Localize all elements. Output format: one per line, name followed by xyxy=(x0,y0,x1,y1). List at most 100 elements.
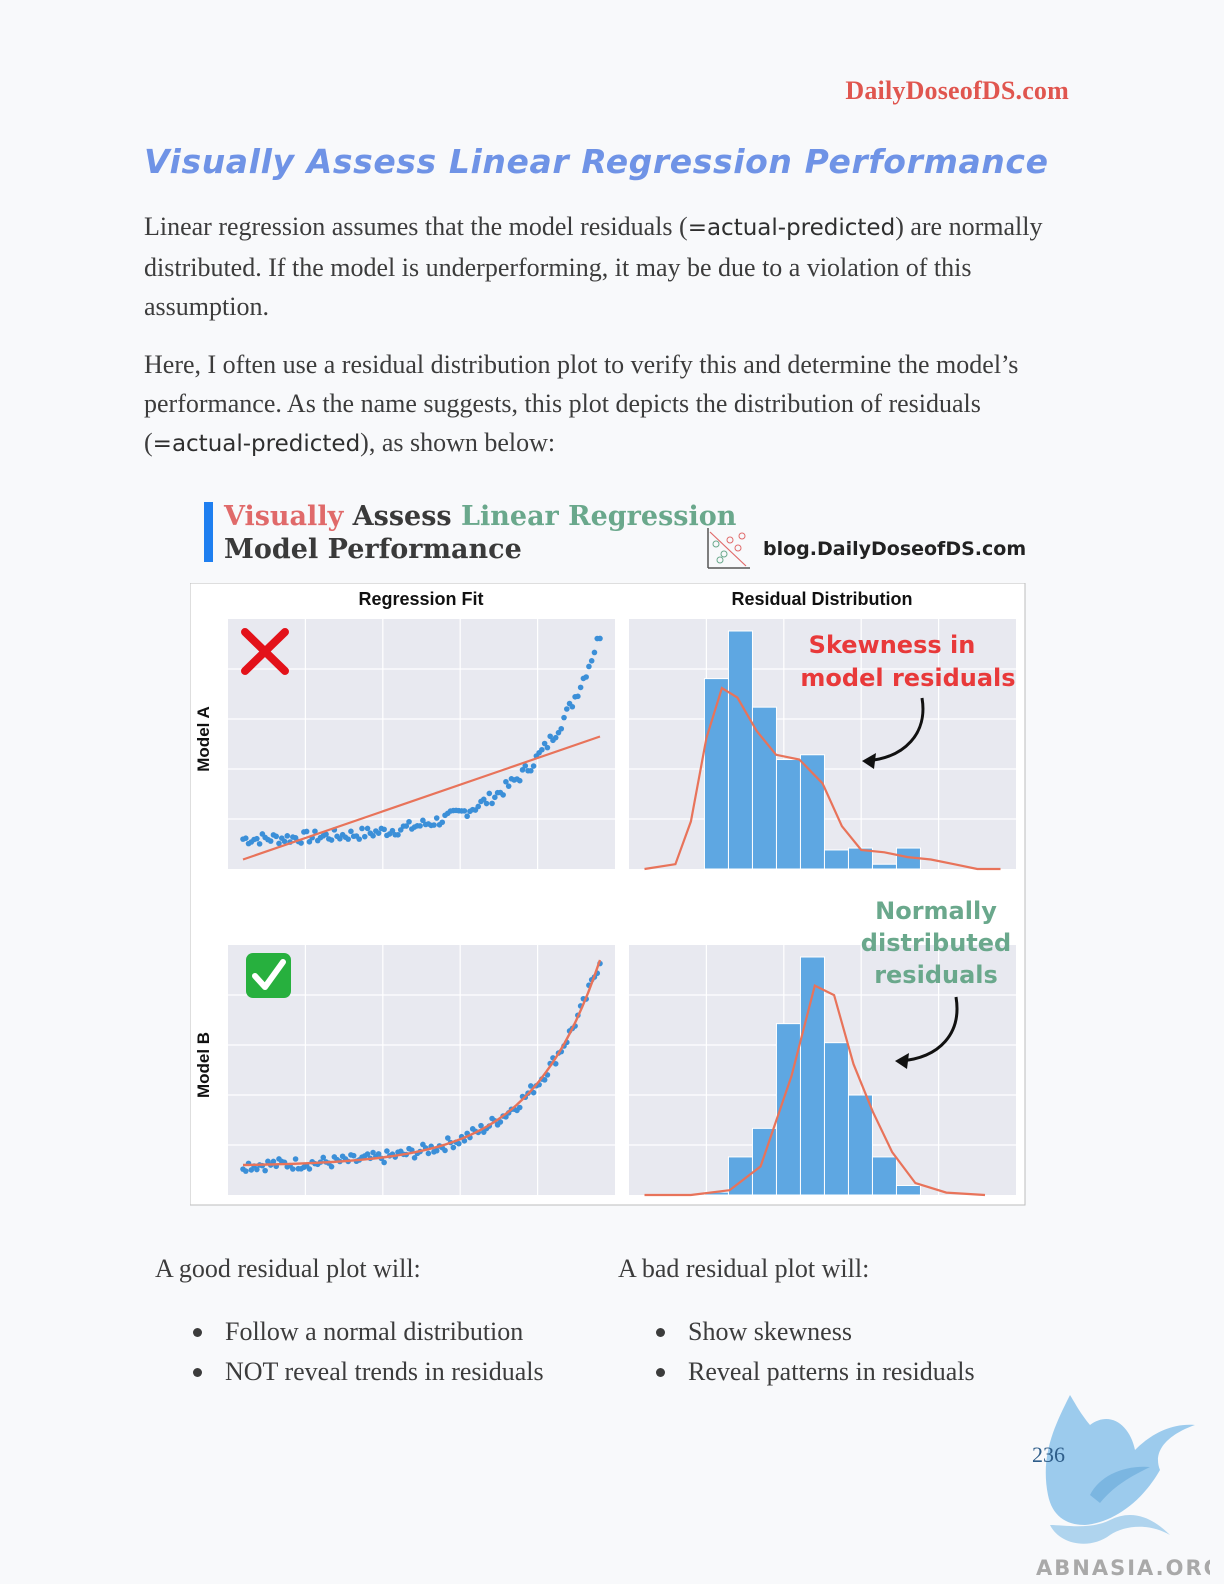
data-point xyxy=(516,1104,523,1111)
data-point xyxy=(420,817,426,824)
data-point xyxy=(273,833,280,840)
col-title-regression: Regression Fit xyxy=(358,589,483,609)
data-point xyxy=(375,1151,382,1157)
histogram-bar xyxy=(871,863,897,870)
data-point xyxy=(337,835,343,842)
data-point xyxy=(298,840,304,846)
check-icon xyxy=(246,953,291,998)
data-point xyxy=(375,830,382,836)
data-point xyxy=(575,693,581,700)
data-point xyxy=(541,740,548,747)
data-point xyxy=(439,819,446,826)
data-point xyxy=(552,1060,559,1067)
inline-code: =actual-predicted xyxy=(687,215,896,241)
data-point xyxy=(480,796,487,803)
data-point xyxy=(497,1119,504,1125)
histogram-bar xyxy=(751,706,777,870)
data-point xyxy=(563,706,570,712)
data-point xyxy=(530,763,537,769)
data-point xyxy=(406,818,412,825)
data-point xyxy=(442,1147,448,1154)
data-point xyxy=(364,825,371,832)
data-point xyxy=(361,833,368,840)
data-point xyxy=(456,1140,462,1147)
list-item: Show skewness xyxy=(652,1312,975,1352)
list-item: Reveal patterns in residuals xyxy=(652,1352,975,1392)
data-point xyxy=(519,767,526,773)
histogram-bar xyxy=(895,1184,921,1196)
title-accent-bar xyxy=(204,502,213,562)
data-point xyxy=(290,1166,296,1172)
intro-paragraph: Linear regression assumes that the model… xyxy=(144,212,1043,321)
annotation-normal-line2: distributed xyxy=(861,929,1011,957)
data-point xyxy=(516,777,523,784)
plot-grid: Regression Fit Residual Distribution Mod… xyxy=(190,583,1026,1206)
data-point xyxy=(577,684,584,691)
data-point xyxy=(320,1154,327,1161)
data-point xyxy=(588,657,595,664)
list-item: Follow a normal distribution xyxy=(189,1312,544,1352)
data-point xyxy=(425,1150,432,1157)
bad-plot-list: Show skewness Reveal patterns in residua… xyxy=(652,1312,975,1392)
data-point xyxy=(254,1166,260,1173)
annotation-skewness-line1: Skewness in xyxy=(809,631,976,659)
data-point xyxy=(370,833,376,839)
data-point xyxy=(597,635,603,642)
histogram-bar xyxy=(751,1127,777,1196)
data-point xyxy=(281,838,288,845)
histogram-bar xyxy=(847,1094,873,1196)
histogram-bar xyxy=(871,1156,897,1196)
data-point xyxy=(528,767,534,774)
page-title: Visually Assess Linear Regression Perfor… xyxy=(144,142,1049,181)
data-point xyxy=(411,1155,418,1161)
residual-figure: Visually Assess Linear Regression Model … xyxy=(190,490,1030,1215)
model-b-residual-panel xyxy=(629,945,1016,1197)
data-point xyxy=(544,744,551,751)
data-point xyxy=(384,1148,390,1154)
data-point xyxy=(389,827,396,834)
panel-background xyxy=(228,619,615,869)
data-point xyxy=(530,1089,537,1096)
histogram-bar xyxy=(823,849,849,870)
annotation-skewness-line2: model residuals xyxy=(800,664,1015,692)
data-point xyxy=(483,800,490,807)
histogram-bar xyxy=(775,759,801,870)
scatter-logo-icon xyxy=(707,528,750,569)
data-point xyxy=(569,703,576,710)
good-plot-list: Follow a normal distribution NOT reveal … xyxy=(189,1312,544,1392)
brand-link[interactable]: DailyDoseofDS.com xyxy=(845,76,1069,105)
histogram-bar xyxy=(823,1042,849,1196)
data-point xyxy=(345,836,351,842)
annotation-normal-line1: Normally xyxy=(875,897,997,925)
arrowhead-icon xyxy=(862,753,876,769)
data-point xyxy=(306,839,313,845)
data-point xyxy=(522,763,529,769)
data-point xyxy=(284,833,291,839)
data-point xyxy=(500,792,506,798)
fit-line xyxy=(242,735,601,861)
data-point xyxy=(547,733,553,740)
data-point xyxy=(475,803,482,810)
col-title-residual: Residual Distribution xyxy=(731,589,912,609)
data-point xyxy=(254,835,260,842)
data-point xyxy=(323,831,329,838)
data-point xyxy=(276,840,282,847)
data-point xyxy=(558,725,565,732)
model-b-fit-panel xyxy=(228,945,615,1195)
data-point xyxy=(552,734,559,741)
fit-curve xyxy=(242,959,602,1167)
data-point xyxy=(450,1144,457,1151)
watermark-text: ABNASIA.ORG xyxy=(1036,1556,1210,1580)
data-point xyxy=(417,823,423,829)
data-point xyxy=(403,823,410,829)
data-point xyxy=(306,1166,313,1172)
data-point xyxy=(328,837,335,843)
data-point xyxy=(270,1158,277,1165)
arrowhead-icon xyxy=(895,1053,909,1069)
data-point xyxy=(262,1167,268,1174)
data-point xyxy=(461,808,468,814)
data-point xyxy=(303,828,310,835)
data-point xyxy=(381,1159,387,1166)
data-point xyxy=(328,1163,335,1170)
model-a-fit-panel xyxy=(228,619,615,869)
